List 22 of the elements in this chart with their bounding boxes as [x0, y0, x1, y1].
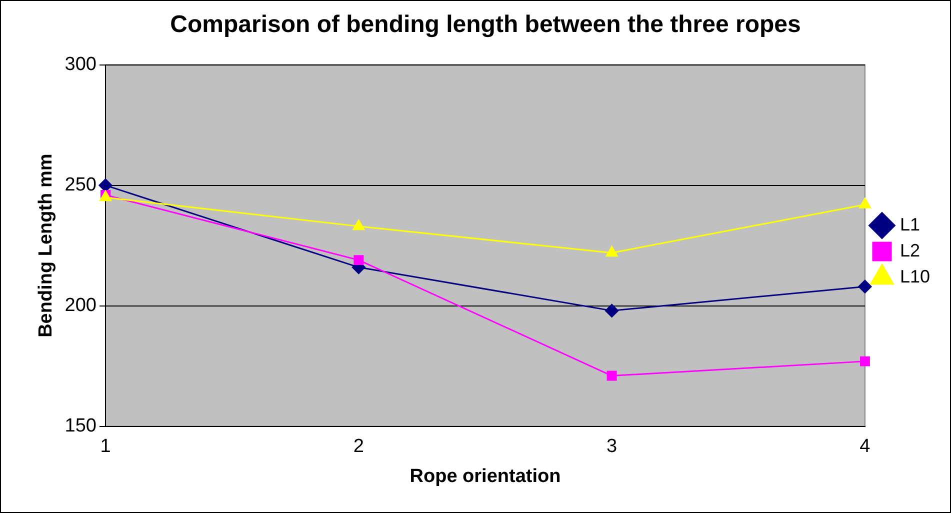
chart-title: Comparison of bending length between the three ropes [170, 11, 801, 38]
point [605, 304, 619, 318]
y-tick-label: 150 [64, 416, 96, 437]
y-tick-label: 300 [64, 54, 96, 76]
point [352, 220, 365, 230]
point [606, 370, 617, 381]
legend-label: L2 [900, 240, 920, 260]
x-tick-label: 3 [606, 436, 618, 458]
x-tick-label: 4 [860, 436, 871, 458]
x-axis-title: Rope orientation [410, 466, 561, 487]
point [860, 356, 870, 366]
x-tick-label: 2 [353, 436, 364, 458]
point [859, 198, 871, 208]
y-tick-label: 200 [64, 295, 96, 316]
point [606, 246, 618, 257]
y-axis-title: Bending Length mm [36, 154, 57, 338]
legend-label: L1 [900, 214, 920, 234]
legend-label: L10 [900, 266, 930, 286]
x-tick-label: 1 [100, 436, 111, 458]
point [858, 280, 872, 294]
y-tick-label: 250 [64, 174, 96, 196]
point [354, 255, 364, 266]
